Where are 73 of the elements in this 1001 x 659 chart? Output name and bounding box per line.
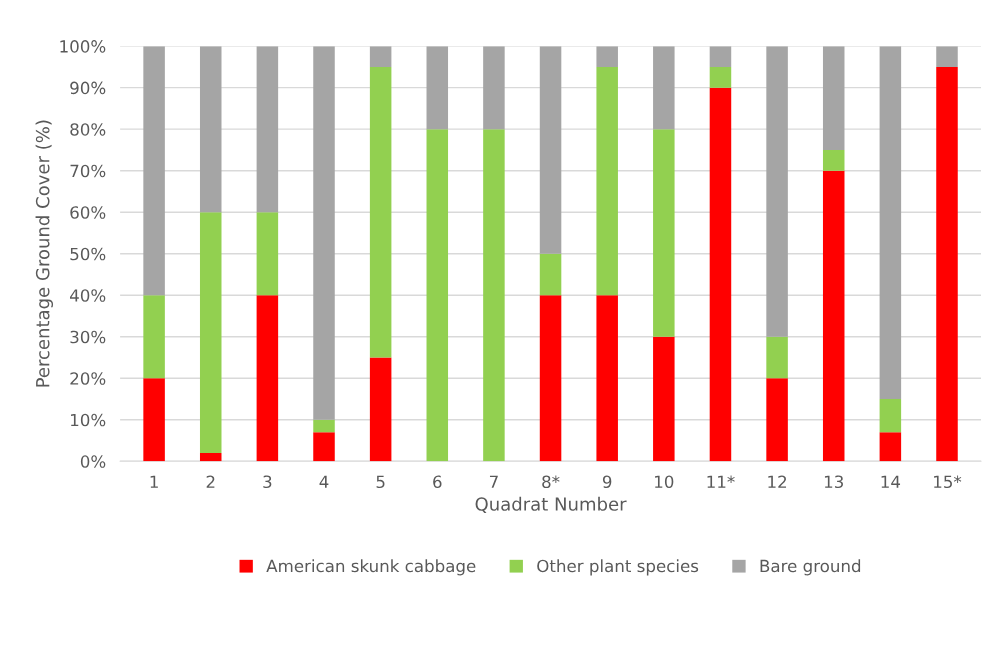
legend-label: American skunk cabbage <box>266 559 476 576</box>
x-tick-label: 14 <box>881 475 901 488</box>
y-tick-label: 10% <box>71 413 106 427</box>
bar <box>426 129 449 462</box>
bar <box>936 46 958 67</box>
bar <box>369 46 392 67</box>
x-axis-title: Quadrat Number <box>475 496 627 513</box>
bar <box>596 295 618 462</box>
x-tick-label: 4 <box>319 475 329 488</box>
bar <box>766 378 788 462</box>
x-tick-label: 9 <box>602 475 612 489</box>
bar <box>143 295 165 379</box>
bar <box>653 129 675 337</box>
x-tick-label: 13 <box>824 475 843 489</box>
bar <box>653 336 675 462</box>
x-tick-label: 15* <box>934 475 962 489</box>
bar <box>426 46 449 130</box>
y-tick-label: 70% <box>70 164 106 178</box>
bar <box>143 378 165 462</box>
bar <box>709 87 732 462</box>
y-tick-label: 100% <box>60 40 106 53</box>
y-tick-label: 0% <box>80 455 106 468</box>
y-tick-label: 60% <box>70 206 106 219</box>
bar <box>199 212 222 453</box>
bar <box>256 212 279 296</box>
bar <box>709 66 732 88</box>
bar <box>822 46 845 150</box>
bar <box>199 46 222 213</box>
bar <box>539 295 562 462</box>
bar <box>766 46 788 337</box>
bar <box>199 453 222 462</box>
y-tick-label: 90% <box>70 81 106 95</box>
x-tick-label: 3 <box>263 475 272 489</box>
bar <box>879 399 902 433</box>
legend-label: Bare ground <box>760 559 861 576</box>
bar <box>539 46 562 254</box>
bar <box>256 295 279 462</box>
x-tick-label: 2 <box>206 475 215 488</box>
bar <box>313 432 335 462</box>
x-tick-label: 10 <box>655 475 674 489</box>
x-tick-label: 1 <box>150 475 158 488</box>
bar <box>313 419 335 433</box>
bar <box>369 357 392 462</box>
bar <box>369 66 392 358</box>
x-tick-label: 8* <box>542 475 560 489</box>
bar <box>483 46 505 130</box>
bar <box>879 46 902 400</box>
bar <box>822 170 845 462</box>
x-tick-label: 5 <box>376 475 385 489</box>
x-tick-label: 12 <box>768 475 787 488</box>
x-tick-label: 6 <box>433 475 442 489</box>
y-tick-label: 40% <box>70 289 106 302</box>
bar <box>822 149 845 171</box>
bar <box>766 336 788 379</box>
bar <box>596 66 618 296</box>
bar <box>936 66 958 462</box>
bar <box>313 46 335 420</box>
bar <box>539 253 562 296</box>
y-tick-label: 20% <box>70 372 106 385</box>
bar <box>879 432 902 462</box>
y-tick-label: 30% <box>70 330 106 344</box>
bar <box>256 46 279 213</box>
legend-label: Other plant species <box>537 559 699 576</box>
bar <box>483 129 505 462</box>
bar <box>596 46 618 67</box>
y-tick-label: 80% <box>70 123 106 136</box>
x-tick-label: 7 <box>489 475 498 488</box>
y-tick-label: 50% <box>70 247 106 261</box>
bar <box>143 46 165 296</box>
x-tick-label: 11* <box>707 475 735 488</box>
bar <box>653 46 675 130</box>
y-axis-title: Percentage Ground Cover (%) <box>35 120 54 387</box>
bar <box>709 46 732 67</box>
